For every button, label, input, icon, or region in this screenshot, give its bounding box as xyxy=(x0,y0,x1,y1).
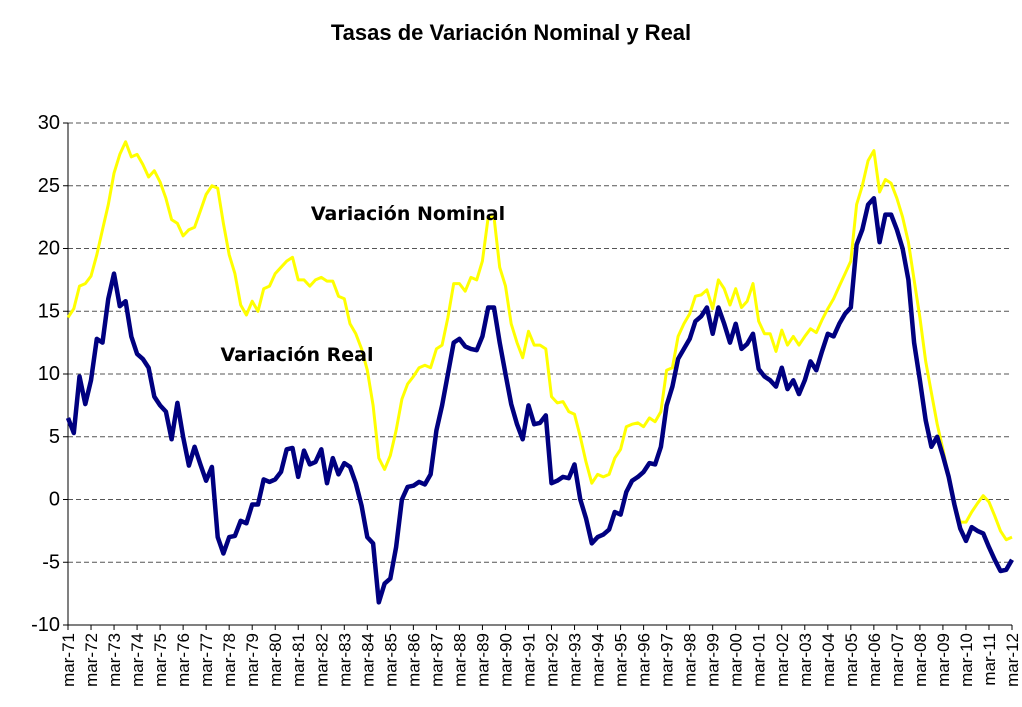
x-tick-label: mar-86 xyxy=(404,633,423,687)
x-tick-label: mar-79 xyxy=(243,633,262,687)
x-tick-label: mar-94 xyxy=(589,633,608,687)
y-tick-label: -10 xyxy=(31,614,60,636)
y-tick-label: 0 xyxy=(49,489,60,511)
x-tick-label: mar-08 xyxy=(911,633,930,687)
x-tick-label: mar-84 xyxy=(358,633,377,687)
series-line xyxy=(65,196,1014,605)
x-tick-label: mar-11 xyxy=(980,633,999,686)
x-tick-label: mar-00 xyxy=(727,633,746,687)
x-tick-label: mar-02 xyxy=(773,633,792,687)
x-tick-label: mar-95 xyxy=(612,633,631,687)
annotation: Variación Nominal xyxy=(311,203,505,225)
x-tick-label: mar-73 xyxy=(105,633,124,687)
x-tick-label: mar-01 xyxy=(750,633,769,687)
x-tick-label: mar-92 xyxy=(543,633,562,687)
x-tick-label: mar-09 xyxy=(934,633,953,687)
x-tick-label: mar-74 xyxy=(128,633,147,687)
x-tick-label: mar-88 xyxy=(450,633,469,687)
x-tick-label: mar-04 xyxy=(819,633,838,687)
y-tick-label: 10 xyxy=(38,363,60,385)
x-tick-label: mar-98 xyxy=(681,633,700,687)
y-tick-label: -5 xyxy=(42,551,60,573)
chart-title: Tasas de Variación Nominal y Real xyxy=(331,20,691,45)
x-tick-label: mar-06 xyxy=(865,633,884,687)
y-tick-label: 25 xyxy=(38,175,60,197)
x-tick-label: mar-99 xyxy=(704,633,723,687)
x-tick-label: mar-10 xyxy=(957,633,976,687)
x-tick-label: mar-97 xyxy=(658,633,677,687)
x-tick-label: mar-82 xyxy=(312,633,331,687)
x-tick-label: mar-72 xyxy=(82,633,101,687)
x-tick-label: mar-03 xyxy=(796,633,815,687)
y-tick-label: 15 xyxy=(38,300,60,322)
y-tick-label: 20 xyxy=(38,238,60,260)
x-tick-label: mar-77 xyxy=(197,633,216,687)
x-tick-label: mar-75 xyxy=(151,633,170,687)
x-tick-label: mar-12 xyxy=(1003,633,1022,687)
series-line xyxy=(66,140,1013,542)
x-tick-label: mar-80 xyxy=(266,633,285,687)
x-tick-label: mar-85 xyxy=(381,633,400,687)
x-tick-label: mar-71 xyxy=(59,633,78,687)
x-tick-label: mar-76 xyxy=(174,633,193,687)
x-tick-label: mar-87 xyxy=(427,633,446,687)
y-tick-label: 30 xyxy=(38,112,60,134)
x-tick-label: mar-05 xyxy=(842,633,861,687)
x-tick-label: mar-91 xyxy=(519,633,538,687)
x-tick-label: mar-81 xyxy=(289,633,308,687)
x-tick-label: mar-78 xyxy=(220,633,239,687)
x-tick-label: mar-89 xyxy=(473,633,492,687)
x-tick-label: mar-90 xyxy=(496,633,515,687)
annotation: Variación Real xyxy=(220,344,373,366)
x-tick-label: mar-83 xyxy=(335,633,354,687)
x-tick-label: mar-96 xyxy=(635,633,654,687)
x-tick-label: mar-93 xyxy=(566,633,585,687)
x-tick-label: mar-07 xyxy=(888,633,907,687)
y-tick-label: 5 xyxy=(49,426,60,448)
